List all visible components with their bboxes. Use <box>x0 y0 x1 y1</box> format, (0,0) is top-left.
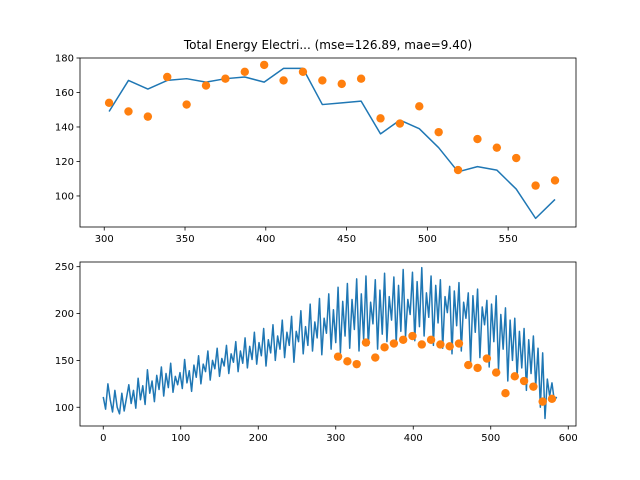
bottom-x-tick-label: 500 <box>481 433 500 444</box>
top-y-tick-label: 160 <box>55 88 74 99</box>
top-y-tick-label: 100 <box>55 191 74 202</box>
bottom-scatter-point <box>501 389 510 398</box>
bottom-series-line <box>102 266 558 420</box>
bottom-scatter-point <box>464 360 473 370</box>
top-scatter-point <box>415 102 424 111</box>
top-scatter-point <box>104 98 114 108</box>
bottom-scatter-point <box>343 357 352 366</box>
bottom-scatter-point <box>371 353 380 362</box>
top-scatter-point <box>376 114 385 123</box>
top-scatter-point <box>492 143 502 152</box>
bottom-plot-area <box>102 266 558 420</box>
bottom-scatter-point <box>482 354 492 363</box>
bottom-x-tick-label: 600 <box>559 433 578 444</box>
top-x-tick-label: 350 <box>175 234 194 245</box>
bottom-x-tick-label: 100 <box>171 433 190 444</box>
top-scatter-point <box>143 112 153 121</box>
bottom-axes-frame <box>79 261 577 427</box>
top-scatter-point <box>201 81 211 90</box>
bottom-scatter-point <box>361 338 371 347</box>
top-scatter-point <box>298 67 308 77</box>
bottom-scatter-point <box>454 339 464 348</box>
top-scatter-point <box>259 60 269 70</box>
bottom-scatter-point <box>417 340 426 349</box>
top-scatter-point <box>318 76 327 85</box>
bottom-chart: 0 100 200 300 400 500 600 100 150 200 250 <box>55 261 578 444</box>
top-x-tick-label: 550 <box>499 234 518 245</box>
bottom-x-tick-label: 400 <box>404 433 423 444</box>
top-scatter-point <box>337 79 346 89</box>
bottom-y-tick-label: 250 <box>55 262 74 273</box>
top-y-axis: 100 120 140 160 180 <box>55 54 80 202</box>
bottom-y-tick-label: 150 <box>55 356 74 367</box>
bottom-x-axis: 0 100 200 300 400 500 600 <box>100 426 578 444</box>
top-scatter-point <box>473 134 482 144</box>
top-scatter-point <box>356 74 366 83</box>
bottom-scatter-point <box>352 359 361 369</box>
bottom-x-tick-label: 300 <box>326 433 345 444</box>
bottom-y-axis: 100 150 200 250 <box>55 262 80 414</box>
top-x-tick-label: 450 <box>337 234 356 245</box>
bottom-y-tick-label: 200 <box>55 309 74 320</box>
top-scatter-point <box>221 74 230 83</box>
top-x-tick-label: 500 <box>418 234 437 245</box>
bottom-scatter-point <box>510 372 519 381</box>
bottom-y-tick-label: 100 <box>55 403 74 414</box>
bottom-scatter-point <box>333 352 343 361</box>
top-scatter-point <box>279 76 288 85</box>
top-series-line <box>108 67 556 220</box>
top-y-tick-label: 120 <box>55 157 74 168</box>
bottom-x-tick-label: 200 <box>249 433 268 444</box>
top-plot-area <box>104 60 560 220</box>
top-x-tick-label: 300 <box>95 234 114 245</box>
bottom-scatter-point <box>389 339 399 348</box>
top-scatter-point <box>512 153 521 163</box>
bottom-scatter-point <box>408 331 417 341</box>
bottom-scatter-point <box>519 376 529 386</box>
bottom-scatter-point <box>398 335 408 344</box>
bottom-scatter-point <box>547 394 557 404</box>
top-axes-frame <box>79 57 577 228</box>
top-scatter-point <box>531 181 540 190</box>
top-y-tick-label: 140 <box>55 122 74 133</box>
bottom-scatter-point <box>529 382 538 391</box>
bottom-scatter-point <box>380 343 389 352</box>
top-scatter-point <box>453 165 463 175</box>
bottom-scatter-point <box>426 335 436 344</box>
bottom-scatter-point <box>445 342 454 351</box>
bottom-scatter-point <box>538 397 547 406</box>
top-scatter-point <box>550 176 560 185</box>
bottom-x-tick-label: 0 <box>100 433 106 444</box>
top-scatter-point <box>240 67 249 77</box>
top-scatter-point <box>163 72 172 82</box>
top-y-tick-label: 180 <box>55 54 74 65</box>
bottom-scatter-point <box>491 368 501 377</box>
top-scatter-point <box>434 127 443 137</box>
top-x-axis: 300 350 400 450 500 550 <box>95 227 518 245</box>
top-chart-title: Total Energy Electri... (mse=126.89, mae… <box>183 38 472 52</box>
top-scatter-point <box>124 107 133 116</box>
bottom-scatter-point <box>436 340 445 349</box>
top-scatter-point <box>395 119 405 128</box>
top-x-tick-label: 400 <box>256 234 275 245</box>
top-scatter-point <box>182 100 191 109</box>
bottom-scatter-point <box>473 363 482 373</box>
top-chart: Total Energy Electri... (mse=126.89, mae… <box>55 38 577 245</box>
